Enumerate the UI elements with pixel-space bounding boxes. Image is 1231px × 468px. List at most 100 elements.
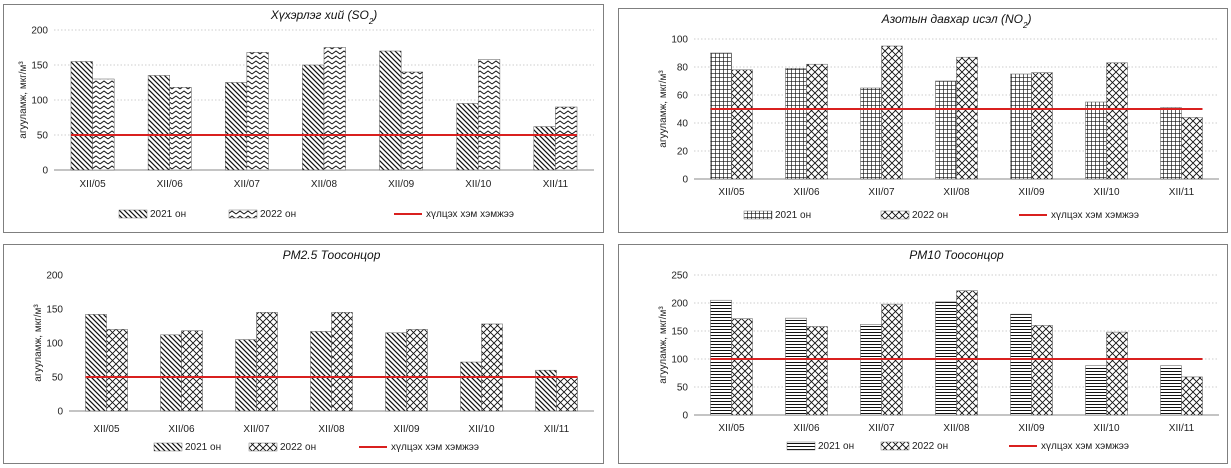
x-tick-label: XII/11 xyxy=(1169,187,1195,198)
bar-series1 xyxy=(1010,73,1032,180)
y-tick-label: 0 xyxy=(57,407,63,418)
y-tick-label: 20 xyxy=(677,147,689,158)
bar-series2 xyxy=(881,45,903,180)
bar-series2 xyxy=(1181,376,1203,416)
x-tick-label: XII/10 xyxy=(1093,423,1120,434)
legend-swatch xyxy=(248,442,278,452)
bar-series1 xyxy=(1085,101,1107,180)
bar-series2 xyxy=(956,290,978,416)
legend-swatch xyxy=(118,209,148,219)
legend-label: 2021 он xyxy=(150,209,186,220)
chart-no2: Азотын давхар исэл (NO2) 0 20 40 60 80 100 агуу… xyxy=(658,12,1219,221)
legend-label: 2022 он xyxy=(912,210,948,221)
legend-label: 2022 он xyxy=(912,441,948,452)
bar-series2 xyxy=(331,312,353,412)
bar-series1 xyxy=(379,50,402,171)
x-tick-label: XII/06 xyxy=(168,424,195,435)
bar-series1 xyxy=(1085,365,1107,416)
bar-series1 xyxy=(860,87,882,180)
bar-series1 xyxy=(235,339,257,412)
x-tick-label: XII/09 xyxy=(388,179,415,190)
bar-series2 xyxy=(169,87,192,171)
y-tick-label: 40 xyxy=(677,119,689,130)
y-tick-label: 60 xyxy=(677,91,689,102)
x-tick-label: XII/05 xyxy=(80,179,107,190)
legend-label: хүлцэх хэм хэмжээ xyxy=(1041,441,1129,452)
bar-series2 xyxy=(106,329,128,412)
bar-series1 xyxy=(160,334,182,412)
bar-series1 xyxy=(785,317,807,416)
legend-label: 2022 он xyxy=(260,209,296,220)
x-tick-label: XII/05 xyxy=(718,187,745,198)
bar-series2 xyxy=(731,318,753,416)
x-tick-label: XII/09 xyxy=(1018,187,1045,198)
bar-series1 xyxy=(1160,107,1182,180)
y-tick-label: 0 xyxy=(682,411,688,422)
legend-swatch xyxy=(880,210,910,220)
bar-series2 xyxy=(323,47,346,171)
x-tick-label: XII/07 xyxy=(868,423,895,434)
x-tick-label: XII/11 xyxy=(1169,423,1195,434)
y-tick-label: 0 xyxy=(42,166,48,177)
y-tick-label: 50 xyxy=(52,373,64,384)
chart-pm10: PM10 Тоосонцор 0 50 100 150 200 250 агууламж, м… xyxy=(658,248,1219,452)
y-tick-label: 200 xyxy=(46,271,63,282)
y-tick-label: 50 xyxy=(677,383,689,394)
legend-label: 2022 он xyxy=(280,442,316,453)
legend-swatch xyxy=(743,210,773,220)
bar-series1 xyxy=(533,126,556,171)
bar-series2 xyxy=(246,52,269,171)
x-tick-label: XII/10 xyxy=(465,179,492,190)
bar-series1 xyxy=(860,324,882,416)
legend-swatch xyxy=(880,441,910,451)
bar-series1 xyxy=(456,103,479,171)
x-tick-label: XII/08 xyxy=(318,424,345,435)
chart-panel-pm25: PM2.5 Тоосонцор 0 50 100 150 200 агууламж, мкг… xyxy=(3,244,604,464)
bar-series2 xyxy=(1106,331,1128,416)
legend-swatch xyxy=(228,209,258,219)
bar-series2 xyxy=(406,329,428,412)
x-tick-label: XII/07 xyxy=(868,187,895,198)
bar-series2 xyxy=(256,312,278,412)
chart-so2: Хүхэрлэг хий (SO2) 0 50 100 150 200 агууламж, … xyxy=(18,8,594,220)
bar-series1 xyxy=(147,75,170,171)
y-axis-label: агууламж, мкг/м³ xyxy=(658,306,669,384)
chart-panel-pm10: PM10 Тоосонцор 0 50 100 150 200 250 агууламж, м… xyxy=(618,244,1228,464)
y-axis-label: агууламж, мкг/м³ xyxy=(18,61,29,139)
y-tick-label: 150 xyxy=(46,305,63,316)
chart-panel-so2: Хүхэрлэг хий (SO2) 0 50 100 150 200 агууламж, … xyxy=(3,4,604,233)
x-tick-label: XII/08 xyxy=(943,187,970,198)
x-tick-label: XII/06 xyxy=(157,179,184,190)
chart-title: PM10 Тоосонцор xyxy=(909,248,1004,262)
x-tick-label: XII/08 xyxy=(943,423,970,434)
bar-series1 xyxy=(935,80,957,180)
chart-title: Азотын давхар исэл (NO2) xyxy=(881,12,1032,30)
y-tick-label: 200 xyxy=(671,299,688,310)
legend-label: 2021 он xyxy=(185,442,221,453)
bar-series2 xyxy=(806,63,828,180)
bar-series1 xyxy=(85,314,107,412)
y-tick-label: 200 xyxy=(31,26,48,37)
y-axis-label: агууламж, мкг/м³ xyxy=(33,304,44,382)
y-tick-label: 100 xyxy=(671,355,688,366)
bar-series2 xyxy=(1106,62,1128,180)
y-tick-label: 150 xyxy=(671,327,688,338)
y-tick-label: 150 xyxy=(31,61,48,72)
x-tick-label: XII/07 xyxy=(234,179,261,190)
x-tick-label: XII/11 xyxy=(544,424,570,435)
y-tick-label: 250 xyxy=(671,271,688,282)
y-tick-label: 80 xyxy=(677,63,689,74)
y-tick-label: 0 xyxy=(682,175,688,186)
legend-label: хүлцэх хэм хэмжээ xyxy=(1051,210,1139,221)
bar-series1 xyxy=(785,68,807,180)
chart-title: PM2.5 Тоосонцор xyxy=(283,248,381,262)
x-tick-label: XII/09 xyxy=(1018,423,1045,434)
bar-series1 xyxy=(1160,365,1182,416)
bar-series2 xyxy=(731,69,753,180)
x-tick-label: XII/05 xyxy=(718,423,745,434)
bar-series1 xyxy=(460,361,482,412)
chart-pm25: PM2.5 Тоосонцор 0 50 100 150 200 агууламж, мкг… xyxy=(33,248,594,453)
bar-series2 xyxy=(400,71,423,171)
bar-series2 xyxy=(1181,117,1203,180)
bar-series2 xyxy=(956,56,978,180)
